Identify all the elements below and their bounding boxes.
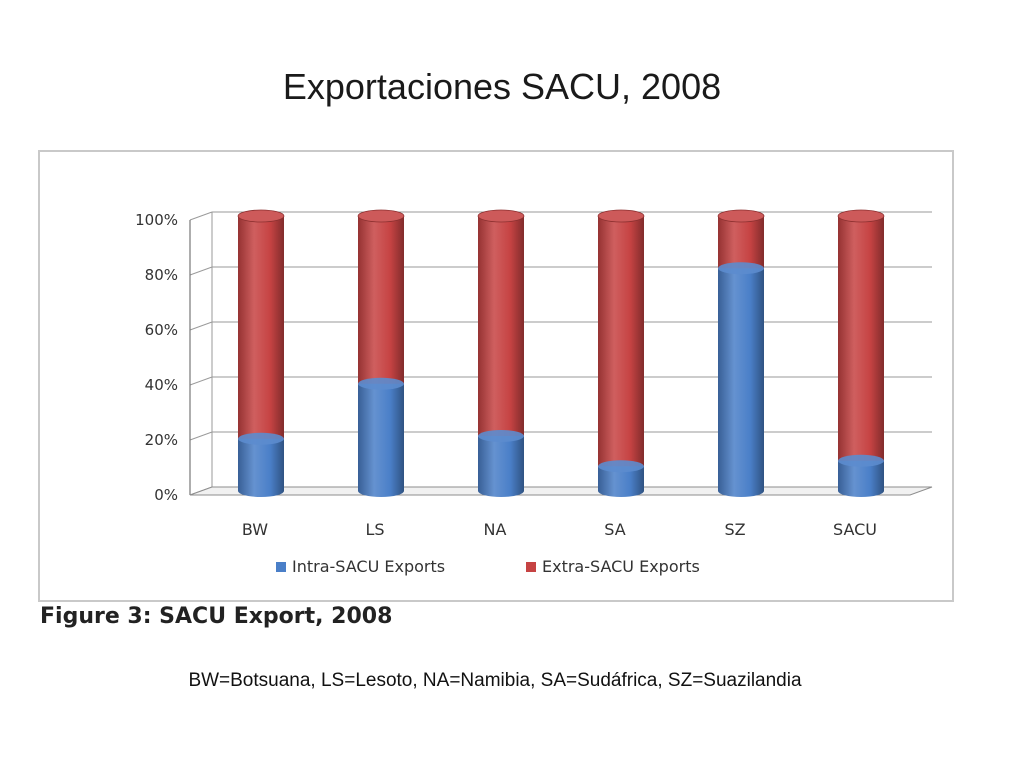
gridline-depth: [189, 376, 213, 386]
y-tick-label: 40%: [145, 376, 178, 394]
bar-extra-sacu-top: [357, 209, 405, 223]
bar-extra-sacu: [478, 216, 524, 442]
x-category-label: SA: [604, 520, 625, 539]
stacked-bar-chart: 0% 20% 40% 60% 80% 100% BW LS NA SA SZ SACU Intra-SA…: [135, 209, 933, 576]
bar-extra-sacu: [718, 216, 764, 275]
bar-intra-sacu: [838, 460, 884, 497]
x-category-label: SACU: [833, 520, 877, 539]
legend-label: Extra-SACU Exports: [542, 557, 700, 576]
bar-intra-sacu: [718, 268, 764, 497]
y-tick-label: 100%: [135, 211, 178, 229]
figure-caption: Figure 3: SACU Export, 2008: [40, 604, 393, 629]
abbreviation-footnote: BW=Botsuana, LS=Lesoto, NA=Namibia, SA=S…: [188, 670, 802, 691]
bar-intra-sacu-top: [478, 430, 524, 442]
bar-intra-sacu: [358, 383, 404, 497]
bar-extra-sacu: [358, 216, 404, 390]
gridline-depth: [189, 321, 213, 331]
bar-intra-sacu-top: [598, 460, 644, 473]
gridline-depth: [189, 211, 213, 221]
chart-frame: 0% 20% 40% 60% 80% 100% BW LS NA SA SZ SACU Intra-SA…: [38, 150, 954, 602]
bar-intra-sacu-top: [718, 262, 764, 275]
legend-swatch: [526, 562, 536, 572]
y-tick-label: 0%: [154, 486, 178, 504]
bar-extra-sacu-top: [597, 209, 645, 223]
bar-intra-sacu: [238, 438, 284, 497]
bar-intra-sacu-top: [358, 377, 404, 390]
bar-extra-sacu: [838, 216, 884, 467]
x-category-label: LS: [365, 520, 384, 539]
chart-floor: [189, 486, 933, 496]
gridline-depth: [189, 431, 213, 441]
gridline-depth: [189, 266, 213, 276]
x-category-label: BW: [242, 520, 268, 539]
bar-extra-sacu-top: [837, 209, 885, 223]
bar-intra-sacu-top: [838, 454, 884, 467]
bar-extra-sacu: [598, 216, 644, 473]
slide-title: Exportaciones SACU, 2008: [282, 66, 722, 107]
bar-intra-sacu: [478, 436, 524, 497]
legend-label: Intra-SACU Exports: [292, 557, 445, 576]
bar-intra-sacu: [598, 466, 644, 497]
bar-extra-sacu-top: [237, 209, 285, 223]
bar-extra-sacu: [238, 216, 284, 445]
y-tick-label: 80%: [145, 266, 178, 284]
bar-extra-sacu-top: [717, 209, 765, 223]
x-category-label: SZ: [724, 520, 745, 539]
y-tick-label: 20%: [145, 431, 178, 449]
bar-intra-sacu-top: [238, 432, 284, 445]
bar-extra-sacu-top: [477, 209, 525, 223]
x-category-label: NA: [484, 520, 507, 539]
legend-swatch: [276, 562, 286, 572]
y-tick-label: 60%: [145, 321, 178, 339]
